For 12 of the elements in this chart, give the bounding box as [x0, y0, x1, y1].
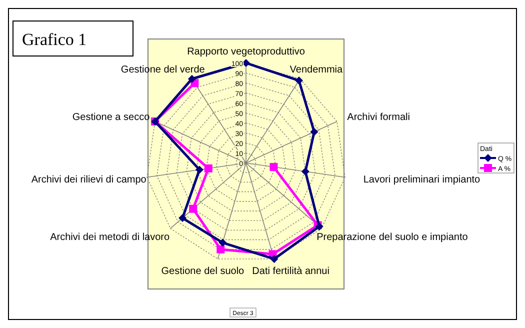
spoke-label: Vendemmia: [290, 64, 344, 76]
spoke-label: Archivi dei rilievi di campo: [31, 174, 147, 186]
spoke-label: Dati fertilità annui: [252, 266, 330, 277]
spoke-label: Rapporto vegetoproduttivo: [187, 46, 306, 58]
spoke-label: Preparazione del suolo e impianto: [316, 232, 468, 243]
spoke-label: Archivi formali: [347, 112, 410, 123]
spoke-label: Gestione a secco: [72, 112, 150, 123]
chart-title: Grafico 1: [22, 30, 87, 49]
spoke-label: Gestione del suolo: [161, 266, 245, 277]
spoke-label: Lavori preliminari impianto: [363, 174, 481, 186]
spoke-label: Archivi dei metodi di lavoro: [50, 232, 170, 243]
spoke-label: Gestione del verde: [120, 64, 206, 76]
